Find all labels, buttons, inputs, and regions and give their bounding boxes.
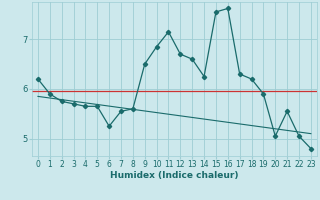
X-axis label: Humidex (Indice chaleur): Humidex (Indice chaleur) (110, 171, 239, 180)
